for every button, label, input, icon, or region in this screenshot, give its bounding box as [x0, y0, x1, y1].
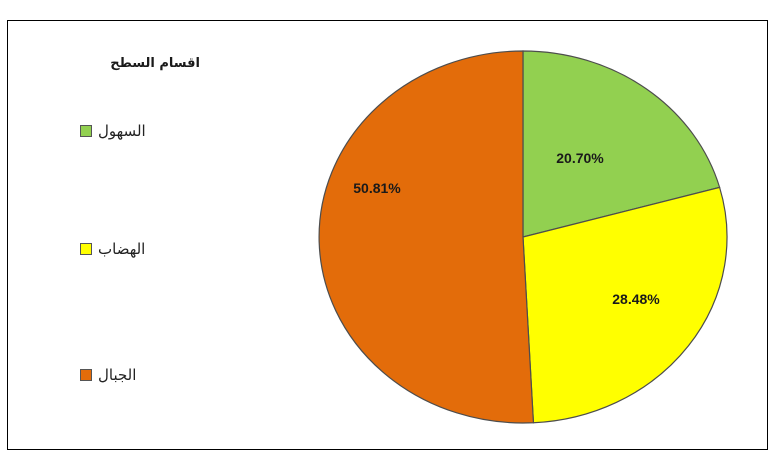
- legend-label-plains: السهول: [98, 122, 146, 140]
- pie-slice-plateaus: [522, 186, 728, 424]
- pie-slice-plains: [522, 50, 721, 238]
- slice-label-plateaus: 28.48%: [612, 291, 660, 307]
- legend-swatch-mountains: [80, 369, 92, 381]
- legend-item-mountains: الجبال: [80, 366, 136, 384]
- legend-label-plateaus: الهضاب: [98, 240, 146, 258]
- legend-swatch-plateaus: [80, 243, 92, 255]
- pie-slice-mountains: [318, 50, 535, 424]
- legend-swatch-plains: [80, 125, 92, 137]
- legend-title: اقسام السطح: [110, 56, 200, 71]
- slice-label-mountains: 50.81%: [353, 180, 401, 196]
- legend-item-plains: السهول: [80, 122, 146, 140]
- slice-label-plains: 20.70%: [556, 150, 604, 166]
- legend-label-mountains: الجبال: [98, 366, 137, 384]
- legend-item-plateaus: الهضاب: [80, 240, 145, 258]
